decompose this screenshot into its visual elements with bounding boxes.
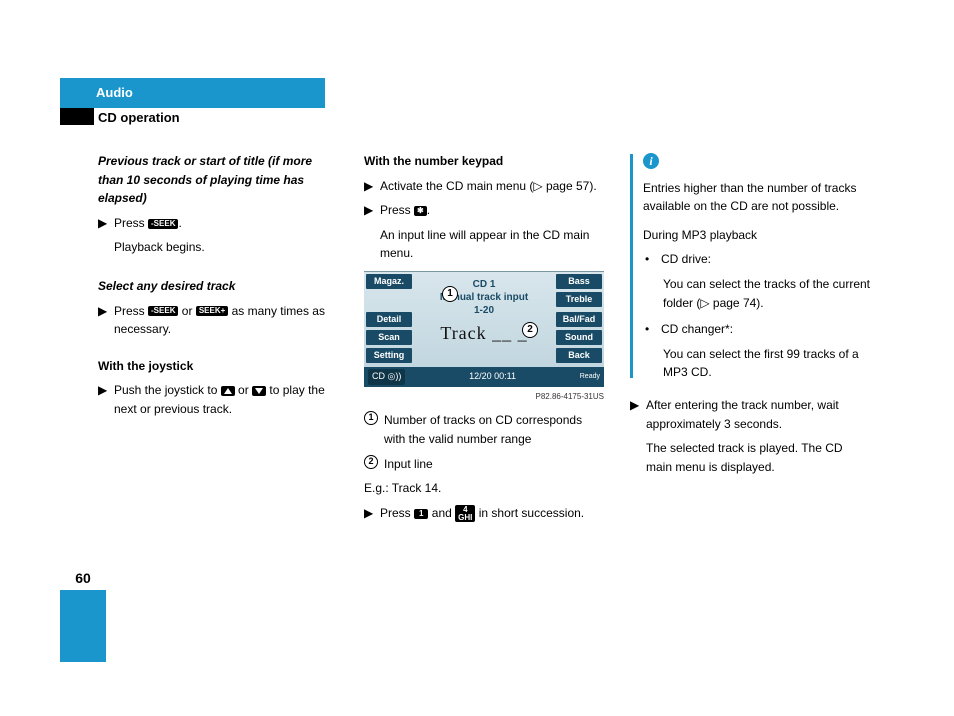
bullet-label: CD drive: xyxy=(661,250,711,269)
chapter-tab: Audio xyxy=(60,78,325,108)
screen-btn-setting: Setting xyxy=(366,348,412,363)
text: or xyxy=(178,304,195,318)
legend-item: 1 Number of tracks on CD corresponds wit… xyxy=(364,411,604,448)
text: or xyxy=(235,383,252,397)
callout-1-icon: 1 xyxy=(442,286,458,302)
heading-prev-track: Previous track or start of title (if mor… xyxy=(98,152,338,208)
bullet-body: You can select the first 99 tracks of a … xyxy=(663,345,870,382)
step-marker-icon: ▶ xyxy=(364,504,374,523)
bullet-icon: • xyxy=(645,320,653,339)
bullet-icon: • xyxy=(645,250,653,269)
screen-range: 1-20 xyxy=(364,304,604,317)
star-key-icon: ✱ xyxy=(414,206,427,216)
step-marker-icon: ▶ xyxy=(630,396,640,433)
step: ▶ Press -SEEK or SEEK+ as many times as … xyxy=(98,302,338,339)
content-columns: Previous track or start of title (if mor… xyxy=(98,152,873,528)
step-marker-icon: ▶ xyxy=(98,302,108,339)
seek-back-icon: -SEEK xyxy=(148,306,178,316)
screen-status-source: CD ◎)) xyxy=(368,369,405,385)
bullet-body: You can select the tracks of the current… xyxy=(663,275,870,312)
seek-back-icon: -SEEK xyxy=(148,219,178,229)
text: . xyxy=(427,203,430,217)
heading-select-track: Select any desired track xyxy=(98,277,338,296)
bullet-item: • CD changer*: xyxy=(645,320,870,339)
column-3: i Entries higher than the number of trac… xyxy=(630,152,870,528)
screen-display-area: Magaz. Detail Scan Setting Bass Treble B… xyxy=(364,271,604,367)
screen-mode-label: Manual track input xyxy=(364,291,604,304)
info-divider xyxy=(630,154,633,378)
step: ▶ Push the joystick to or to play the ne… xyxy=(98,381,338,418)
screen-cd-num: CD 1 xyxy=(364,278,604,291)
screen-track-input: Track __ _ xyxy=(364,320,604,348)
key-1-icon: 1 xyxy=(414,509,428,519)
step-text: After entering the track number, wait ap… xyxy=(646,396,870,433)
text: Push the joystick to xyxy=(114,383,221,397)
step-text: Activate the CD main menu (▷ page 57). xyxy=(380,177,604,196)
column-3-body: i Entries higher than the number of trac… xyxy=(643,152,870,528)
screen-btn-back: Back xyxy=(556,348,602,363)
legend-text: Number of tracks on CD corresponds with … xyxy=(384,411,604,448)
step: ▶ Press ✱. xyxy=(364,201,604,220)
step-marker-icon: ▶ xyxy=(98,381,108,418)
screen-center-text: CD 1 Manual track input 1-20 xyxy=(364,278,604,317)
step: ▶ After entering the track number, wait … xyxy=(630,396,870,433)
screen-status-ready: Ready xyxy=(580,372,600,383)
mp3-subhead: During MP3 playback xyxy=(643,226,870,245)
step-result: An input line will appear in the CD main… xyxy=(380,226,604,263)
column-2: With the number keypad ▶ Activate the CD… xyxy=(364,152,604,528)
heading-joystick: With the joystick xyxy=(98,357,338,376)
bullet-label: CD changer*: xyxy=(661,320,733,339)
step-marker-icon: ▶ xyxy=(364,201,374,220)
section-title: CD operation xyxy=(98,110,180,125)
text: Press xyxy=(114,216,148,230)
text: and xyxy=(428,506,455,520)
joystick-down-icon xyxy=(252,386,266,396)
info-note: Entries higher than the number of tracks… xyxy=(643,179,870,216)
callout-2-icon: 2 xyxy=(522,322,538,338)
figure-code: P82.86-4175-31US xyxy=(364,391,604,403)
info-icon: i xyxy=(643,153,659,169)
seek-fwd-icon: SEEK+ xyxy=(196,306,228,316)
section-accent xyxy=(60,108,94,125)
step-text: Press -SEEK. xyxy=(114,214,338,233)
step-text: Press 1 and 4 GHI in short succession. xyxy=(380,504,604,523)
page-number-tab xyxy=(60,590,106,662)
legend-num-1-icon: 1 xyxy=(364,411,378,425)
step: ▶ Activate the CD main menu (▷ page 57). xyxy=(364,177,604,196)
column-1: Previous track or start of title (if mor… xyxy=(98,152,338,528)
heading-keypad: With the number keypad xyxy=(364,152,604,171)
legend-item: 2 Input line xyxy=(364,455,604,474)
page-number: 60 xyxy=(60,570,106,586)
example-text: E.g.: Track 14. xyxy=(364,479,604,498)
joystick-up-icon xyxy=(221,386,235,396)
step-result: Playback begins. xyxy=(114,238,338,257)
step-result: The selected track is played. The CD mai… xyxy=(646,439,870,476)
text: Press xyxy=(380,506,414,520)
step-text: Press ✱. xyxy=(380,201,604,220)
key-4-icon: 4 GHI xyxy=(455,505,475,521)
text: Press xyxy=(114,304,148,318)
step: ▶ Press -SEEK. xyxy=(98,214,338,233)
text: Press xyxy=(380,203,414,217)
step-text: Press -SEEK or SEEK+ as many times as ne… xyxy=(114,302,338,339)
text: in short succession. xyxy=(475,506,584,520)
text: . xyxy=(178,216,181,230)
step-marker-icon: ▶ xyxy=(98,214,108,233)
step-marker-icon: ▶ xyxy=(364,177,374,196)
step-text: Push the joystick to or to play the next… xyxy=(114,381,338,418)
screen-status-time: 12/20 00:11 xyxy=(469,370,516,384)
bullet-item: • CD drive: xyxy=(645,250,870,269)
legend-num-2-icon: 2 xyxy=(364,455,378,469)
screen-status-bar: CD ◎)) 12/20 00:11 Ready xyxy=(364,367,604,387)
step: ▶ Press 1 and 4 GHI in short succession. xyxy=(364,504,604,523)
legend-text: Input line xyxy=(384,455,604,474)
cd-screen-figure: Magaz. Detail Scan Setting Bass Treble B… xyxy=(364,271,604,387)
